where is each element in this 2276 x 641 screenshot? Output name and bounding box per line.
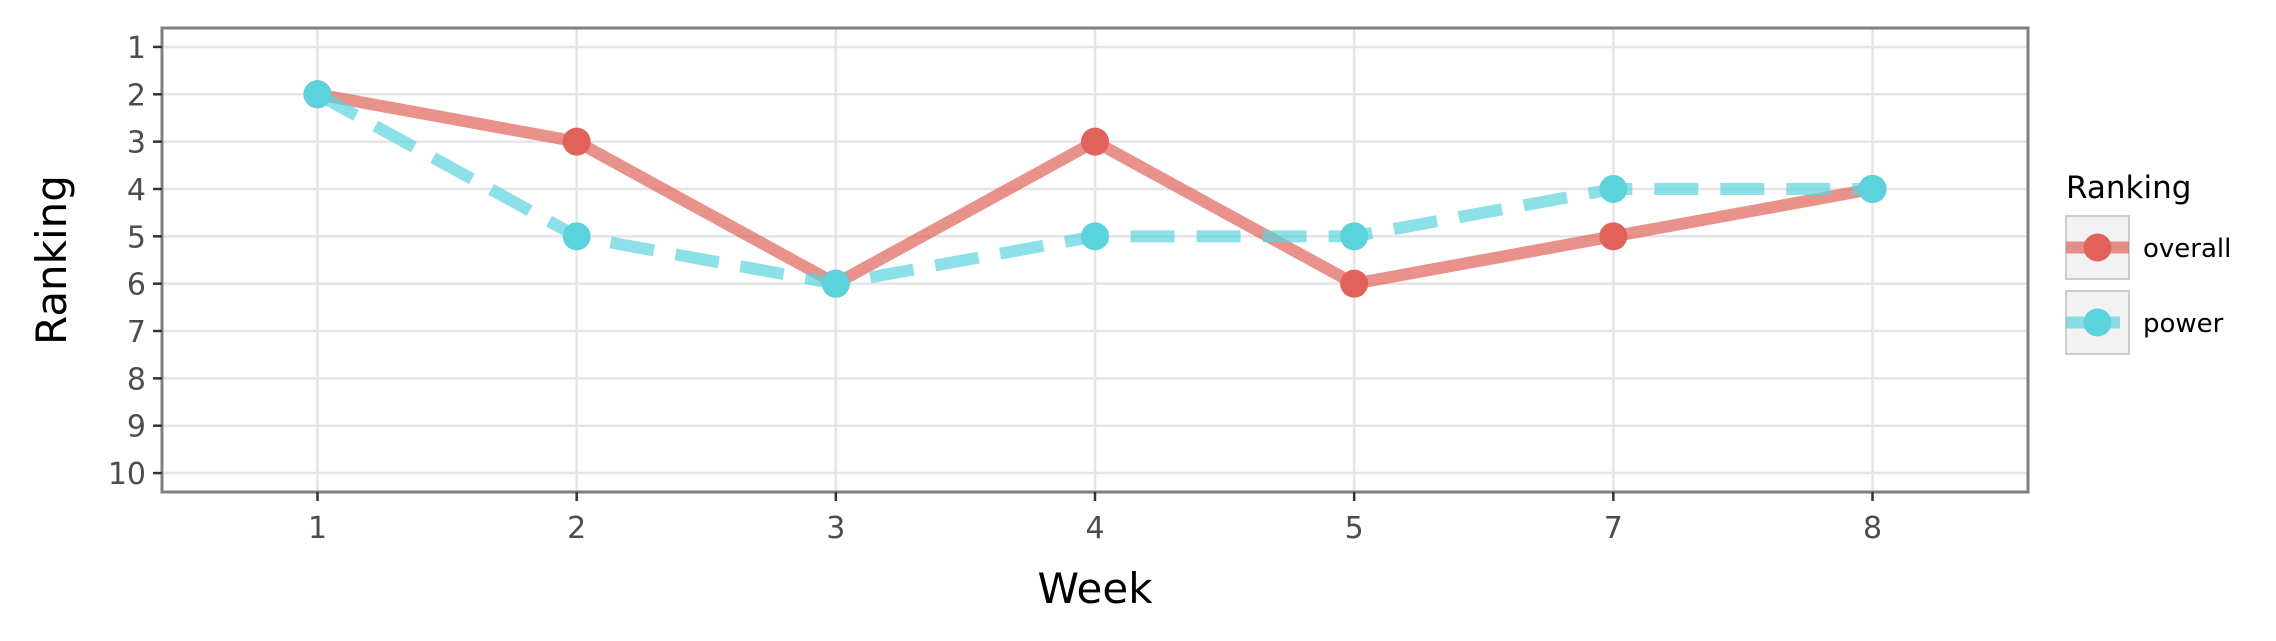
- x-tick-label: 4: [1085, 511, 1104, 546]
- data-point-overall: [1340, 269, 1369, 298]
- y-tick-label: 2: [127, 78, 146, 113]
- data-point-power: [303, 80, 332, 109]
- data-point-overall: [1081, 127, 1109, 156]
- grid: [162, 28, 2028, 492]
- x-tick-label: 3: [826, 511, 845, 546]
- x-tick-label: 1: [308, 511, 327, 546]
- data-point-overall: [562, 127, 591, 156]
- x-axis-title: Week: [1037, 564, 1153, 613]
- data-point-power: [1858, 174, 1887, 203]
- y-tick-label: 10: [108, 457, 146, 492]
- legend: Ranking overall power: [2065, 170, 2231, 355]
- data-point-power: [821, 269, 850, 298]
- y-tick-label: 6: [127, 268, 146, 303]
- y-axis-ticks: 1 2 3 4 5 6 7 8 9 10: [108, 31, 162, 492]
- series-layer: [303, 80, 1887, 298]
- legend-key-point: [2083, 233, 2112, 262]
- y-tick-label: 3: [127, 126, 146, 161]
- y-tick-label: 9: [127, 410, 146, 445]
- legend-key-point: [2083, 308, 2112, 337]
- y-tick-label: 7: [127, 315, 146, 350]
- data-point-overall: [1599, 222, 1628, 251]
- legend-items: overall power: [2065, 215, 2231, 355]
- legend-title: Ranking: [2066, 170, 2191, 206]
- legend-label: overall: [2143, 234, 2231, 264]
- x-tick-label: 7: [1604, 511, 1623, 546]
- legend-item-overall: overall: [2065, 215, 2231, 280]
- x-tick-label: 2: [567, 511, 586, 546]
- legend-label: power: [2143, 309, 2224, 339]
- data-point-power: [1081, 222, 1109, 251]
- y-tick-label: 1: [127, 31, 146, 66]
- x-tick-label: 5: [1345, 511, 1364, 546]
- legend-item-power: power: [2065, 290, 2224, 355]
- points-power: [303, 80, 1887, 298]
- x-axis-ticks: 1 2 3 4 5 7 8: [308, 492, 1882, 546]
- x-tick-label: 8: [1863, 511, 1882, 546]
- data-point-power: [562, 222, 591, 251]
- data-point-power: [1340, 222, 1369, 251]
- y-axis-title: Ranking: [27, 175, 76, 345]
- y-tick-label: 8: [127, 362, 146, 397]
- y-tick-label: 4: [127, 173, 146, 208]
- y-tick-label: 5: [127, 220, 146, 255]
- data-point-power: [1599, 174, 1628, 203]
